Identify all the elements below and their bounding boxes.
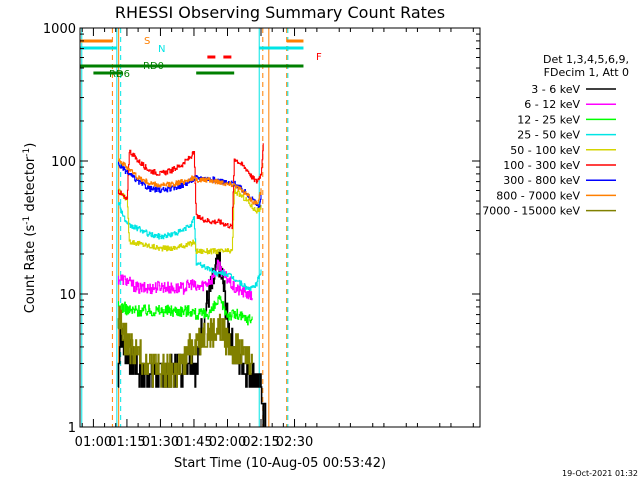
y-tick-label-1: 10 [59,288,76,303]
legend-label-1: 3 - 6 keV [531,83,580,96]
legend-label-9: 7000 - 15000 keV [482,205,580,218]
y-tick-label-2: 100 [51,155,76,170]
plot-frame [79,27,481,428]
series-line-5 [117,188,262,255]
series-line-2 [117,259,253,301]
x-tick-label-5: 02:15 [242,435,279,450]
legend-label-6: 100 - 300 keV [503,159,580,172]
x-tick-label-2: 01:30 [142,435,179,450]
chart-title: RHESSI Observing Summary Count Rates [115,3,445,22]
x-axis-label: Start Time (10-Aug-05 00:53:42) [174,456,386,471]
legend-label-8: 800 - 7000 keV [496,189,580,202]
flag-label-rd6: RD6 [109,69,130,80]
plot-area: SN RD0 RD6 F [80,28,322,427]
legend: Det 1,3,4,5,6,9,FDecim 1, Att 0 3 - 6 keV… [482,53,629,218]
legend-label-4: 25 - 50 keV [517,129,580,142]
plot-clip [80,28,304,427]
y-tick-label-3: 1000 [43,22,76,37]
series-line-3 [117,294,253,326]
legend-label-5: 50 - 100 keV [510,144,580,157]
x-tick-label-6: 02:30 [276,435,313,450]
legend-label-3: 12 - 25 keV [517,113,580,126]
timestamp: 19-Oct-2021 01:32 [562,469,638,478]
flag-label-f: F [316,52,322,63]
flag-label-rd0: RD0 [143,61,164,72]
x-tick-label-3: 01:45 [175,435,212,450]
flag-label-n: N [158,44,165,55]
series-line-6 [117,143,264,230]
x-tick-label-4: 02:00 [209,435,246,450]
legend-label-7: 300 - 800 keV [503,174,580,187]
x-tick-label-0: 01:00 [75,435,112,450]
x-tick-label-1: 01:15 [108,435,145,450]
legend-label-2: 6 - 12 keV [524,98,580,111]
y-tick-label-0: 1 [68,421,76,436]
series-line-8 [117,158,262,205]
series-line-4 [117,202,262,291]
flag-label-s: S [144,36,150,47]
series-line-9 [117,306,253,388]
legend-title-0: Det 1,3,4,5,6,9, [543,53,629,66]
axes: 1 10 100 1000 01:0001:1501:3001:4502:0002:15… [43,22,481,450]
y-axis-label: Count Rate (s-1 detector-1) [22,143,38,314]
legend-title-1: FDecim 1, Att 0 [544,66,629,79]
